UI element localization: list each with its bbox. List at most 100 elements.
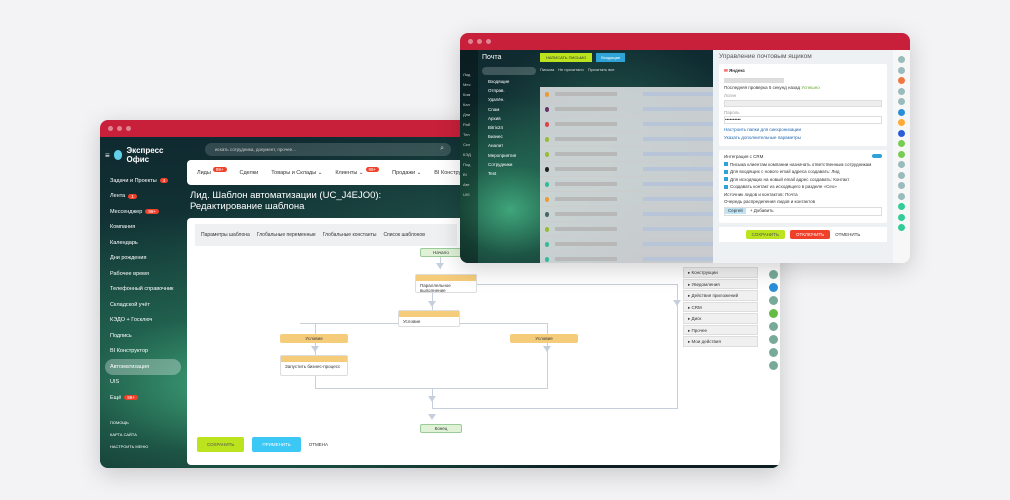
toolbar-button[interactable]: Параметры шаблона bbox=[201, 232, 250, 238]
sidebar-item[interactable]: BI Конструктор bbox=[100, 344, 186, 360]
tab[interactable]: BI Конструк bbox=[434, 170, 463, 176]
action-group[interactable]: ▸ Мои действия bbox=[683, 336, 758, 347]
tab[interactable]: Продажи ⌄ bbox=[392, 170, 421, 176]
disable-button[interactable]: ОТКЛЮЧИТЬ bbox=[790, 229, 831, 239]
sidebar-item[interactable]: Ещё 99+ bbox=[100, 390, 186, 406]
action-group[interactable]: ▸ Диск bbox=[683, 313, 758, 324]
tab[interactable]: Сделки bbox=[240, 170, 259, 176]
action-group[interactable]: ▸ Уведомления bbox=[683, 278, 758, 289]
run-bp-node[interactable]: Запустить бизнес-процесс bbox=[280, 355, 348, 376]
filter-chip[interactable]: Письма bbox=[540, 67, 555, 72]
branch-left[interactable]: Условие bbox=[280, 334, 348, 343]
side-item[interactable]: BI bbox=[463, 172, 467, 177]
sidebar-item[interactable]: Календарь bbox=[100, 235, 186, 251]
action-group[interactable]: ▸ Конструкции bbox=[683, 267, 758, 278]
crm-toggle[interactable] bbox=[872, 154, 882, 158]
extra-params-link[interactable]: Указать дополнительные параметры bbox=[724, 134, 801, 140]
mail-row[interactable] bbox=[540, 222, 713, 237]
queue-add[interactable]: + Добавить bbox=[749, 208, 774, 214]
folder-item[interactable]: Спам bbox=[488, 106, 500, 112]
sidebar-link[interactable]: КАРТА САЙТА bbox=[110, 431, 137, 437]
folder-item[interactable]: Сотрудники bbox=[488, 161, 513, 167]
folder-item[interactable]: Отправ. bbox=[488, 88, 505, 94]
workflow-canvas[interactable]: Начало Параллельное выполнение Условие У… bbox=[195, 246, 685, 436]
toolbar-button[interactable]: Глобальные переменные bbox=[256, 232, 316, 238]
sidebar-item[interactable]: Автоматизация bbox=[105, 359, 181, 375]
cancel-button[interactable]: ОТМЕНА bbox=[308, 442, 329, 447]
start-node[interactable]: Начало bbox=[420, 248, 462, 257]
sidebar-item[interactable]: Складской учёт bbox=[100, 297, 186, 313]
mail-row[interactable] bbox=[540, 192, 713, 207]
folder-item[interactable]: Входящие bbox=[488, 79, 510, 84]
condition-node[interactable]: Условие bbox=[398, 310, 460, 327]
mail-list[interactable] bbox=[540, 87, 713, 263]
toolbar-button[interactable]: Глобальные константы bbox=[322, 232, 377, 238]
tab[interactable]: Лиды 99+ bbox=[197, 166, 227, 176]
side-item[interactable]: Скл bbox=[463, 142, 471, 147]
mail-row[interactable] bbox=[540, 177, 713, 192]
mail-save-button[interactable]: СОХРАНИТЬ bbox=[745, 229, 785, 239]
mail-row[interactable] bbox=[540, 237, 713, 252]
folder-item[interactable]: Удалён. bbox=[488, 97, 505, 103]
end-node[interactable]: Конец bbox=[420, 424, 462, 433]
action-group[interactable]: ▸ Действия приложений bbox=[683, 290, 758, 301]
mail-row[interactable] bbox=[540, 87, 713, 102]
mail-row[interactable] bbox=[540, 102, 713, 117]
folder-item[interactable]: Мероприятия bbox=[488, 152, 517, 158]
mail-row[interactable] bbox=[540, 117, 713, 132]
mail-row[interactable] bbox=[540, 162, 713, 177]
side-item[interactable]: Мес bbox=[463, 82, 471, 87]
side-item[interactable]: Лид bbox=[463, 72, 471, 77]
crm-option[interactable]: Создавать контакт из исходящего в раздел… bbox=[724, 184, 882, 190]
toolbar-button[interactable]: Список шаблонов bbox=[383, 232, 425, 238]
sidebar-item[interactable]: КЭДО + Госключ bbox=[100, 313, 186, 329]
side-item[interactable]: Авт bbox=[463, 182, 470, 187]
apply-button[interactable]: ПРИМЕНИТЬ bbox=[252, 437, 301, 452]
sidebar-item[interactable]: Рабочее время bbox=[100, 266, 186, 282]
filter-chip[interactable]: Прочитать все bbox=[587, 67, 615, 72]
crm-option[interactable]: Для входящих с нового email адреса созда… bbox=[724, 169, 882, 175]
side-item[interactable]: КЭД bbox=[463, 152, 471, 157]
sidebar-item[interactable]: Лента 1 bbox=[100, 189, 186, 205]
tab[interactable]: Клиенты ⌄ 99+ bbox=[335, 166, 380, 176]
mail-row[interactable] bbox=[540, 207, 713, 222]
side-item[interactable]: Под bbox=[463, 162, 471, 167]
sidebar-item[interactable]: Компания bbox=[100, 220, 186, 236]
side-item[interactable]: Кал bbox=[463, 102, 470, 107]
folder-item[interactable]: Бизнес bbox=[488, 134, 503, 140]
sidebar-item[interactable]: Задачи и Проекты 4 bbox=[100, 173, 186, 189]
brand-logo[interactable]: ≡ Экспресс Офис bbox=[100, 137, 186, 173]
action-group[interactable]: ▸ Прочее bbox=[683, 324, 758, 335]
checkbox[interactable] bbox=[724, 162, 728, 167]
folder-item[interactable]: Архив bbox=[488, 115, 501, 121]
action-group[interactable]: ▸ CRM bbox=[683, 301, 758, 312]
side-item[interactable]: Раб bbox=[463, 122, 471, 127]
crm-option[interactable]: Для исходящих на новый email адрес созда… bbox=[724, 177, 882, 183]
checkbox[interactable] bbox=[724, 184, 728, 189]
sidebar-item[interactable]: Дни рождения bbox=[100, 251, 186, 267]
folder-filter[interactable]: Входящие bbox=[596, 53, 626, 62]
side-item[interactable]: UIS bbox=[463, 192, 470, 197]
crm-option[interactable]: Письма клиентам компании назначать ответ… bbox=[724, 162, 882, 168]
mail-row[interactable] bbox=[540, 147, 713, 162]
sidebar-link[interactable]: ПОМОЩЬ bbox=[110, 419, 129, 425]
tab[interactable]: Товары и Склады ⌄ bbox=[271, 170, 322, 176]
checkbox[interactable] bbox=[724, 177, 728, 182]
side-item[interactable]: Ком bbox=[463, 92, 471, 97]
side-item[interactable]: Дни bbox=[463, 112, 471, 117]
search-input[interactable]: искать сотрудника, документ, прочее... ⌕ bbox=[205, 143, 451, 156]
sidebar-item[interactable]: Мессенджер 99+ bbox=[100, 204, 186, 220]
sync-folders-link[interactable]: Настроить папки для синхронизации bbox=[724, 127, 801, 132]
mail-row[interactable] bbox=[540, 132, 713, 147]
folder-item[interactable]: Test bbox=[488, 170, 497, 176]
checkbox[interactable] bbox=[724, 169, 728, 174]
save-button[interactable]: СОХРАНИТЬ bbox=[197, 437, 245, 452]
mail-row[interactable] bbox=[540, 252, 713, 263]
filter-chip[interactable]: Не прочитано bbox=[558, 67, 584, 72]
menu-icon[interactable]: ≡ bbox=[105, 150, 110, 160]
queue-field[interactable]: Сергей + Добавить bbox=[724, 206, 882, 216]
sidebar-link[interactable]: НАСТРОИТЬ МЕНЮ bbox=[110, 443, 149, 449]
new-mail-button[interactable]: НАПИСАТЬ ПИСЬМО bbox=[540, 53, 593, 62]
folder-item[interactable]: Bitrix24 bbox=[488, 124, 504, 130]
queue-tag[interactable]: Сергей bbox=[725, 208, 746, 214]
